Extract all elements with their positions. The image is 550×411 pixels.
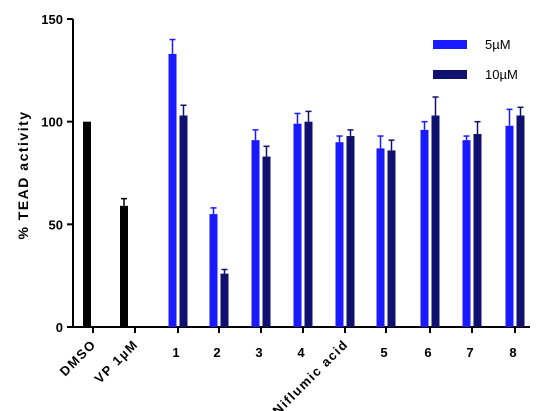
legend-label: 5µM (485, 37, 511, 52)
x-tick-label: 7 (466, 345, 473, 360)
x-tick-label: 6 (424, 345, 431, 360)
legend-swatch (433, 40, 467, 49)
y-tick-label: 0 (56, 320, 63, 335)
x-tick-label: 3 (255, 345, 262, 360)
legend: 5µM 10µM (433, 37, 518, 82)
bar (431, 115, 440, 327)
bar (505, 125, 514, 327)
x-tick-label: 2 (213, 345, 220, 360)
y-axis-title: % TEAD activity (15, 110, 31, 239)
bar (179, 115, 188, 327)
bar (516, 115, 525, 327)
bars (83, 38, 525, 328)
x-tick-label: 5 (380, 345, 387, 360)
bar (209, 214, 218, 327)
x-tick-label: VP 1µM (91, 337, 141, 387)
bar (220, 273, 229, 327)
bar (304, 121, 313, 328)
bar (462, 140, 471, 327)
bar (387, 150, 396, 327)
bar (473, 133, 482, 327)
bar (262, 156, 271, 327)
x-tick-label: 1 (172, 345, 179, 360)
bar (335, 142, 344, 327)
y-axis: 0 50 100 150 (41, 12, 74, 335)
x-tick-label: 8 (509, 345, 516, 360)
y-tick-label: 100 (41, 115, 63, 130)
bar (83, 121, 91, 328)
legend-label: 10µM (485, 67, 518, 82)
y-tick-label: 50 (49, 217, 63, 232)
bar (346, 136, 355, 327)
bar (376, 148, 385, 327)
bar (251, 140, 260, 327)
legend-swatch (433, 70, 467, 79)
bar (168, 53, 177, 327)
x-axis (73, 326, 530, 333)
y-tick-label: 150 (41, 12, 63, 27)
bar (420, 129, 429, 327)
x-tick-label: 4 (297, 345, 305, 360)
bar (120, 205, 128, 327)
x-tick-label: DMSO (57, 337, 99, 379)
x-tick-label: Niflumic acid (270, 337, 352, 411)
bar (293, 123, 302, 327)
